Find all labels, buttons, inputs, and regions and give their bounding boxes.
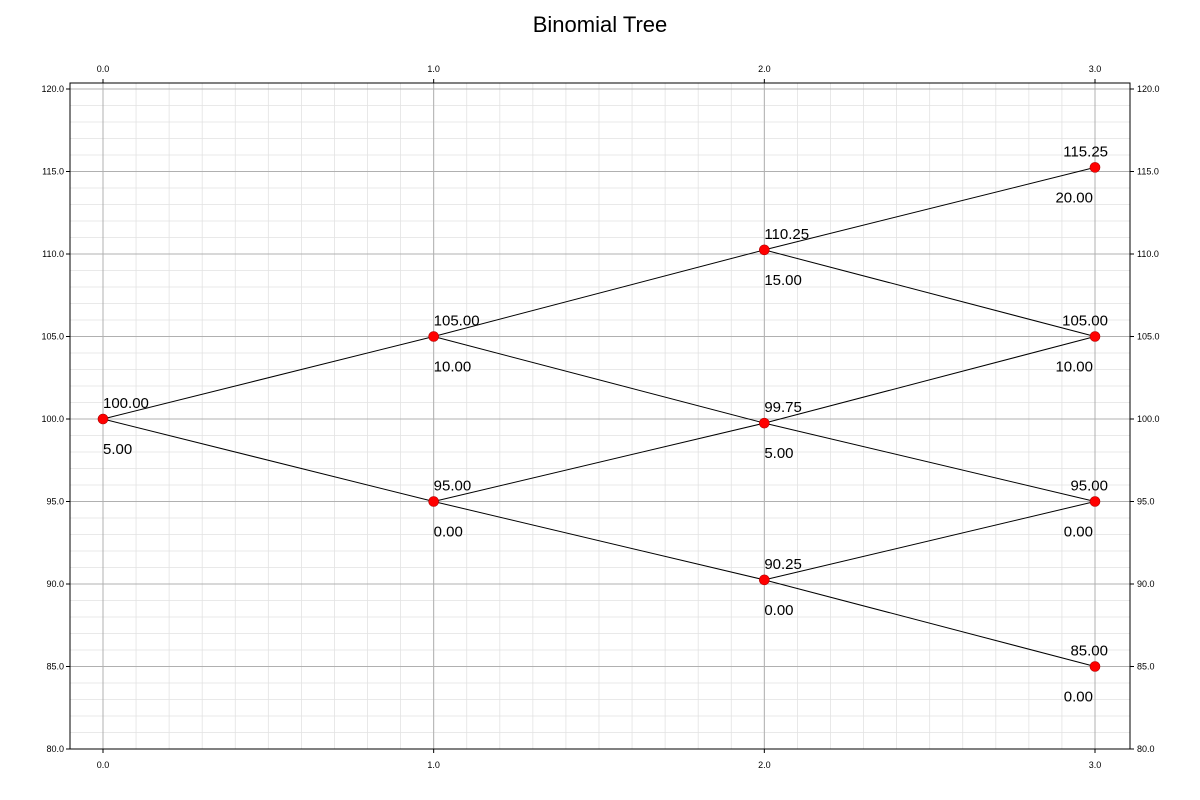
tree-edge — [764, 579, 1096, 667]
tree-node — [1089, 331, 1101, 342]
y-tick-label-right: 95.0 — [1137, 497, 1155, 507]
node-value-label: 10.00 — [1055, 359, 1093, 376]
tree-node — [97, 413, 109, 425]
y-tick-label-right: 115.0 — [1137, 167, 1159, 177]
tree-edge — [433, 422, 765, 502]
x-tick-label-top: 1.0 — [427, 64, 440, 74]
node-value-label: 10.00 — [434, 359, 472, 376]
node-price-label: 95.00 — [1070, 478, 1108, 495]
node-value-label: 20.00 — [1055, 189, 1093, 206]
node-price-label: 100.00 — [103, 395, 149, 412]
y-tick-label-right: 105.0 — [1137, 332, 1160, 342]
tree-node — [428, 331, 439, 342]
y-tick-label-right: 100.0 — [1137, 414, 1160, 424]
tree-edge — [764, 336, 1096, 424]
node-value-label: 5.00 — [103, 441, 132, 458]
node-price-label: 99.75 — [764, 399, 802, 416]
tree-edge — [764, 422, 1096, 502]
major-grid — [70, 83, 1130, 750]
y-tick-label-left: 100.0 — [41, 414, 64, 424]
x-tick-label-bottom: 1.0 — [427, 760, 440, 770]
y-tick-label-left: 105.0 — [41, 332, 64, 342]
y-tick-label-right: 110.0 — [1137, 249, 1159, 259]
node-price-label: 95.00 — [434, 478, 472, 495]
y-tick-label-right: 85.0 — [1137, 662, 1155, 672]
tree-node — [759, 417, 770, 429]
tree-node — [1089, 661, 1101, 672]
tree-edge — [433, 249, 765, 337]
plot-frame — [69, 82, 1131, 750]
node-price-label: 105.00 — [434, 313, 480, 330]
node-value-label: 5.00 — [764, 445, 793, 462]
x-tick-label-top: 3.0 — [1089, 64, 1102, 74]
chart-title: Binomial Tree — [532, 12, 668, 37]
y-tick-label-right: 80.0 — [1137, 744, 1155, 754]
y-tick-label-left: 120.0 — [41, 84, 64, 94]
node-price-label: 85.00 — [1070, 643, 1108, 660]
y-tick-label-left: 110.0 — [42, 249, 64, 259]
tree-edge — [433, 501, 765, 581]
tree-node — [1089, 496, 1101, 507]
minor-grid — [70, 83, 1130, 750]
node-price-label: 105.00 — [1062, 313, 1108, 330]
tree-edge — [102, 336, 434, 420]
x-tick-label-bottom: 2.0 — [758, 760, 771, 770]
axis-ticks: 0.0 0.0 1.0 1.0 2.0 2.0 3.0 3.0 80.0 80.0 85.0 85.0… — [41, 64, 1159, 770]
tree-edges — [102, 166, 1096, 667]
tree-edge — [433, 336, 765, 424]
x-tick-label-top: 0.0 — [97, 64, 110, 74]
node-price-label: 90.25 — [764, 556, 802, 573]
x-tick-label-top: 2.0 — [758, 64, 771, 74]
y-tick-label-left: 115.0 — [42, 167, 64, 177]
node-value-label: 15.00 — [764, 272, 802, 289]
tree-edge — [764, 501, 1096, 581]
y-tick-label-left: 90.0 — [46, 579, 64, 589]
tree-edge — [764, 249, 1096, 337]
node-value-label: 0.00 — [1064, 524, 1093, 541]
tree-node — [759, 574, 770, 586]
y-tick-label-left: 95.0 — [46, 497, 64, 507]
node-labels: 100.00 5.00 105.00 10.00 95.00 0.00 110.25 15.0… — [103, 143, 1108, 705]
tree-edge — [102, 418, 434, 502]
node-price-label: 110.25 — [764, 226, 809, 243]
y-tick-label-right: 120.0 — [1137, 84, 1160, 94]
tree-node — [428, 496, 439, 507]
y-tick-label-left: 85.0 — [46, 662, 64, 672]
x-tick-label-bottom: 3.0 — [1089, 760, 1102, 770]
node-price-label: 115.25 — [1063, 143, 1108, 160]
tree-node — [759, 244, 770, 256]
tree-node — [1089, 162, 1101, 173]
node-value-label: 0.00 — [764, 602, 793, 619]
tree-nodes — [97, 162, 1101, 672]
node-value-label: 0.00 — [1064, 689, 1093, 706]
x-tick-label-bottom: 0.0 — [97, 760, 110, 770]
tree-edge — [764, 166, 1096, 251]
y-tick-label-right: 90.0 — [1137, 579, 1155, 589]
y-tick-label-left: 80.0 — [46, 744, 64, 754]
node-value-label: 0.00 — [434, 524, 463, 541]
